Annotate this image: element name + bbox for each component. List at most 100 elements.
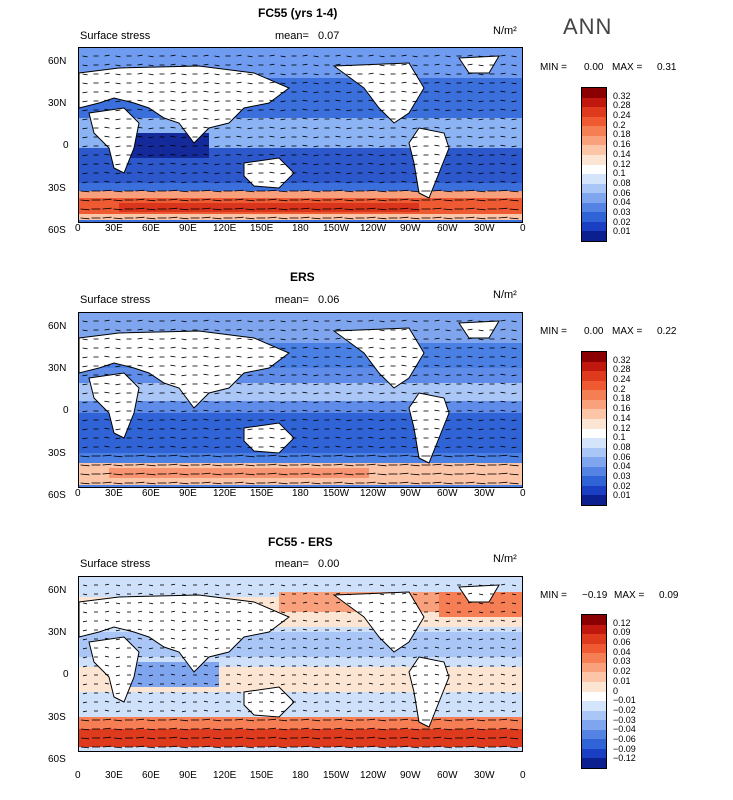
lon-tick: 180 [292,223,309,234]
lon-tick: 90E [179,223,197,234]
colorbar-swatch [582,88,606,98]
colorbar-swatch [582,193,606,203]
lon-tick: 180 [292,488,309,499]
panel-1-min-label: MIN = [540,62,567,73]
colorbar-swatch [582,457,606,467]
lon-tick: 150W [323,488,350,499]
panel-1-map [78,47,523,223]
colorbar-label: 0.32 [613,90,631,101]
colorbar-swatch [582,361,606,372]
colorbar-swatch [582,202,606,213]
colorbar-swatch [582,691,606,702]
colorbar-label: 0.14 [613,148,631,159]
colorbar-swatch [582,672,606,682]
colorbar-label: 0.01 [613,226,631,237]
colorbar-label: −0.06 [613,733,636,744]
lat-tick: 60N [48,56,67,67]
colorbar-swatch [582,221,606,232]
lon-tick: 60W [437,488,458,499]
panel-3-title: FC55 - ERS [268,535,333,549]
colorbar-swatch [582,662,606,673]
lon-tick: 90E [179,770,197,781]
panel-1-title: FC55 (yrs 1-4) [258,6,338,20]
colorbar-label: 0.06 [613,637,631,648]
panel-1-mean-label: mean= [275,30,309,42]
lon-tick: 30E [105,223,123,234]
lat-tick: 30S [48,448,66,459]
panel-2-colorbar [581,351,607,506]
lat-tick: 30N [48,98,67,109]
panel-3-max-value: 0.09 [659,590,679,601]
colorbar-label: 0.1 [613,168,626,179]
panel-3-max-label: MAX = [614,590,645,601]
colorbar-swatch [582,643,606,654]
lon-tick: 150W [323,223,350,234]
colorbar-swatch [582,135,606,146]
colorbar-swatch [582,183,606,194]
panel-3-field-label: Surface stress [80,558,151,570]
lon-tick: 60W [437,223,458,234]
colorbar-label: 0.01 [613,490,631,501]
colorbar-label: 0.18 [613,129,631,140]
panel-2-lon-axis: 0 30E 60E 90E 120E 150E 180 150W 120W 90… [75,488,526,500]
panel-2-mean-label: mean= [275,294,309,306]
lon-tick: 150W [323,770,350,781]
colorbar-swatch [582,126,606,136]
lon-tick: 60E [142,223,160,234]
colorbar-label: 0.06 [613,451,631,462]
lon-tick: 120E [213,488,237,499]
colorbar-swatch [582,729,606,740]
lon-tick: 90W [400,770,421,781]
colorbar-label: 0.08 [613,177,631,188]
colorbar-swatch [582,476,606,486]
lat-tick: 60S [48,490,66,501]
lon-tick: 60E [142,488,160,499]
panel-3-mean-value: 0.00 [318,558,340,570]
colorbar-swatch [582,97,606,108]
lon-tick: 120W [360,770,387,781]
lon-tick: 0 [520,770,526,781]
colorbar-swatch [582,681,606,692]
panel-1-max-value: 0.31 [657,62,677,73]
colorbar-label: 0.09 [613,627,631,638]
vector-arrows [80,54,519,220]
vector-arrows [80,319,519,485]
colorbar-label: 0.01 [613,675,631,686]
lat-tick: 0 [63,669,69,680]
panel-2-title: ERS [290,270,315,284]
colorbar-swatch [582,174,606,184]
lon-tick: 90W [400,223,421,234]
panel-2-units: N/m² [493,289,517,301]
colorbar-label: −0.03 [613,714,636,725]
lon-tick: 0 [75,223,81,234]
panel-1-mean-value: 0.07 [318,30,340,42]
colorbar-label: 0.03 [613,470,631,481]
colorbar-label: −0.04 [613,724,636,735]
colorbar-label: 0.28 [613,364,631,375]
panel-3-lon-axis: 0 30E 60E 90E 120E 150E 180 150W 120W 90… [75,770,526,782]
colorbar-label: 0.1 [613,432,626,443]
lat-tick: 60S [48,225,66,236]
colorbar-swatch [582,371,606,381]
colorbar-label: 0.04 [613,197,631,208]
lon-tick: 0 [520,223,526,234]
colorbar-swatch [582,615,606,625]
colorbar-label: −0.09 [613,743,636,754]
lon-tick: 150E [250,223,274,234]
colorbar-swatch [582,164,606,175]
colorbar-swatch [582,485,606,496]
season-label: ANN [563,14,613,39]
lat-tick: 60N [48,585,67,596]
colorbar-label: 0.08 [613,441,631,452]
colorbar-label: 0.28 [613,100,631,111]
panel-1-max-label: MAX = [612,62,643,73]
lon-tick: 30W [474,223,495,234]
colorbar-swatch [582,438,606,448]
panel-3-map [78,576,523,752]
lon-tick: 30W [474,488,495,499]
colorbar-label: 0.18 [613,393,631,404]
colorbar-label: 0.16 [613,403,631,414]
colorbar-swatch [582,466,606,477]
colorbar-swatch [582,428,606,439]
colorbar-swatch [582,701,606,711]
